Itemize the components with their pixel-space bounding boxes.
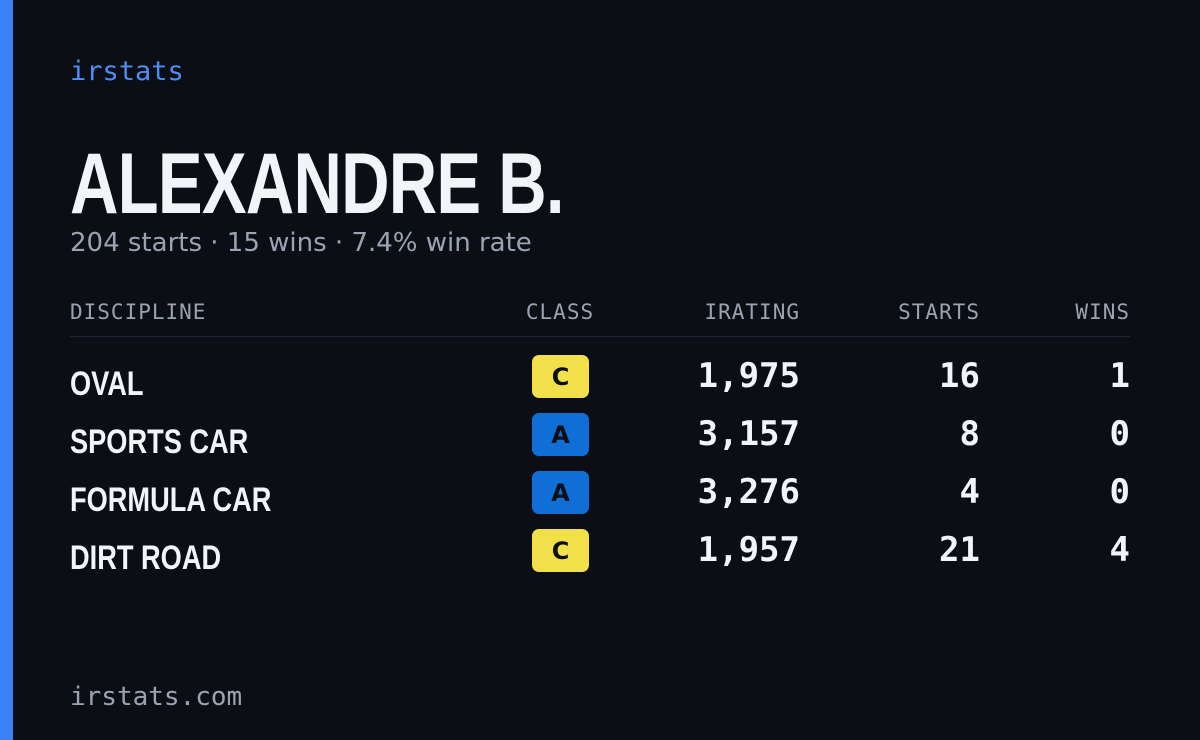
column-header: DISCIPLINE: [70, 300, 207, 324]
starts: 21: [939, 530, 980, 570]
irating: 3,157: [697, 414, 800, 454]
column-header: STARTS: [898, 300, 980, 324]
column-header: IRATING: [704, 300, 800, 324]
driver-summary: 204 starts · 15 wins · 7.4% win rate: [70, 228, 532, 258]
class-badge: C: [532, 529, 589, 572]
discipline: SPORTS CAR: [70, 423, 249, 461]
wins: 0: [1109, 472, 1130, 512]
irating: 1,957: [697, 530, 800, 570]
wins: 4: [1109, 530, 1130, 570]
header-rule: [70, 336, 1130, 337]
driver-name: ALEXANDRE B.: [70, 136, 565, 232]
column-header: WINS: [1075, 300, 1130, 324]
column-header: CLASS: [525, 300, 595, 324]
starts: 8: [959, 414, 980, 454]
starts: 16: [939, 356, 980, 396]
discipline: DIRT ROAD: [70, 539, 222, 577]
irating: 1,975: [697, 356, 800, 396]
wins: 0: [1109, 414, 1130, 454]
irating: 3,276: [697, 472, 800, 512]
footer: irstats.com: [70, 682, 243, 712]
discipline: OVAL: [70, 365, 144, 403]
class-badge: A: [532, 471, 589, 514]
starts: 4: [959, 472, 980, 512]
accent-bar: [0, 0, 13, 740]
discipline: FORMULA CAR: [70, 481, 272, 519]
class-badge: A: [532, 413, 589, 456]
class-badge: C: [532, 355, 589, 398]
wins: 1: [1109, 356, 1130, 396]
brand: irstats: [70, 56, 184, 87]
